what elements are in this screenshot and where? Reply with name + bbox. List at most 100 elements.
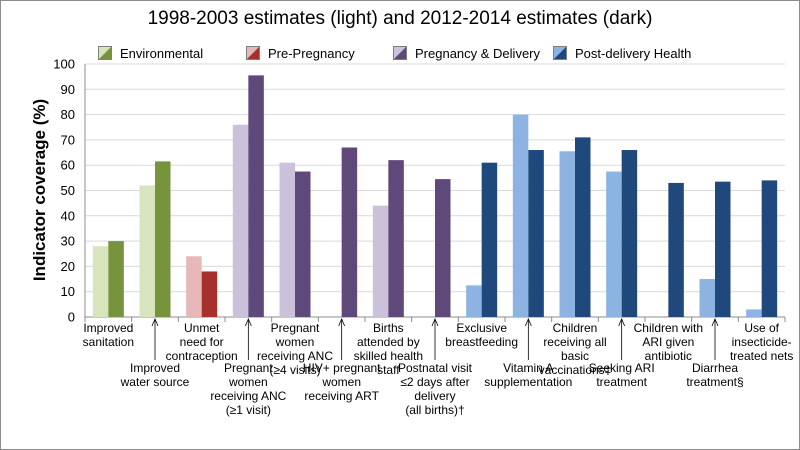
bar-dark-8: [435, 179, 451, 317]
x-category-label-line: treated nets: [730, 349, 793, 363]
x-category-label: Pregnant women receiving ANC (≥1 visit): [210, 361, 286, 417]
bar-light-14: [699, 279, 715, 317]
x-category-label: Children receiving all basic vaccinations‡: [539, 321, 612, 377]
x-category-label-line: Vitamin A: [503, 361, 553, 375]
x-category-label-line: Unmet: [184, 321, 220, 335]
bar-light-9: [466, 285, 482, 317]
x-category-label-line: staff: [377, 363, 400, 377]
bar-dark-5: [295, 171, 311, 317]
x-category-label-line: receiving all: [543, 335, 606, 349]
legend-item-pre-pregnancy: Pre-Pregnancy: [246, 44, 355, 62]
y-tick-label: 40: [61, 208, 75, 223]
bar-dark-15: [761, 180, 778, 317]
x-category-label-line: contraception: [166, 349, 238, 363]
x-category-label-line: supplementation: [484, 375, 572, 389]
y-tick-label: 0: [68, 310, 75, 325]
label-leader-arrow: [524, 317, 532, 327]
x-category-label-line: Seeking ARI: [589, 361, 655, 375]
bar-light-5: [279, 162, 295, 317]
x-category-label: Use of insecticide-treated nets: [730, 321, 793, 363]
x-category-label-line: antibiotic: [645, 349, 692, 363]
bar-light-12: [606, 171, 622, 317]
y-tick-label: 100: [53, 57, 75, 72]
x-category-label-line: Pregnant: [271, 321, 320, 335]
legend-item-post-delivery-health: Post-delivery Health: [553, 44, 691, 62]
x-category-label-line: treatment§: [686, 375, 743, 389]
bar-light-10: [512, 114, 529, 317]
bar-dark-2: [155, 161, 171, 317]
x-category-label-line: Use of: [744, 321, 779, 335]
x-category-label-line: treatment: [596, 375, 647, 389]
legend-label: Environmental: [120, 45, 204, 61]
x-category-label-line: ARI given: [642, 335, 694, 349]
y-tick-label: 70: [61, 132, 75, 147]
x-category-label-line: Children with: [634, 321, 703, 335]
x-category-label-line: receiving ART: [304, 389, 379, 403]
legend-label: Pre-Pregnancy: [268, 45, 355, 61]
bar-dark-10: [528, 150, 544, 317]
x-category-label-line: women: [275, 335, 315, 349]
legend-item-pregnancy-delivery: Pregnancy & Delivery: [393, 44, 540, 62]
bar-dark-1: [108, 241, 124, 317]
x-category-label-line: breastfeeding: [445, 335, 518, 349]
label-leader-arrow: [711, 317, 719, 327]
bar-dark-6: [341, 147, 358, 317]
x-category-label: Postnatal visit ≤2 days after delivery (all…: [398, 361, 473, 417]
x-category-label-line: skilled health: [354, 349, 423, 363]
x-category-label: Births attended by skilled health staff: [354, 321, 423, 377]
legend-swatch-environmental: [98, 46, 112, 60]
x-category-label-line: Children: [553, 321, 598, 335]
x-category-label-line: sanitation: [83, 335, 134, 349]
label-leader-arrow: [244, 317, 252, 327]
legend: Environmental Pre-Pregnancy Pregnancy & …: [98, 44, 788, 62]
y-tick-label: 10: [61, 284, 75, 299]
x-category-label: Seeking ARI treatment: [589, 361, 655, 389]
x-category-label-line: water source: [120, 375, 190, 389]
y-tick-label: 90: [61, 82, 75, 97]
bar-light-1: [92, 246, 109, 317]
x-category-label-line: Pregnant: [224, 361, 273, 375]
bar-light-15: [746, 309, 762, 317]
x-category-label: Unmet need for contraception: [166, 321, 238, 363]
label-leader-arrow: [618, 317, 626, 327]
bar-dark-4: [248, 75, 264, 317]
legend-swatch-pregnancy-delivery: [393, 46, 407, 60]
x-category-label-line: basic: [561, 349, 589, 363]
bar-light-7: [372, 205, 389, 317]
y-tick-label: 50: [61, 183, 75, 198]
x-category-label: Children with ARI given antibiotic: [634, 321, 703, 363]
x-category-label-line: women: [321, 375, 361, 389]
x-category-label-line: (all births)†: [405, 403, 464, 417]
bar-light-4: [232, 124, 249, 317]
x-category-label-line: receiving ANC: [210, 389, 286, 403]
x-category-label-line: receiving ANC: [257, 349, 333, 363]
legend-swatch-pre-pregnancy: [246, 46, 260, 60]
bar-dark-14: [715, 181, 731, 317]
bar-dark-11: [575, 137, 591, 317]
x-category-label-line: delivery: [414, 389, 455, 403]
x-category-label-line: Postnatal visit: [398, 361, 473, 375]
x-category-label: Improved sanitation: [83, 321, 134, 349]
x-category-label-line: (≥1 visit): [226, 403, 271, 417]
x-category-label: Exclusive breastfeeding: [445, 321, 518, 349]
legend-label: Pregnancy & Delivery: [415, 45, 540, 61]
x-category-label: Pregnant women receiving ANC (≥4 visits): [257, 321, 333, 377]
x-category-label-line: ≤2 days after: [400, 375, 469, 389]
x-category-label-line: Exclusive: [456, 321, 507, 335]
y-tick-label: 20: [61, 259, 75, 274]
x-category-label: Improved water source: [120, 361, 190, 389]
legend-label: Post-delivery Health: [575, 45, 692, 61]
x-category-label-line: Diarrhea: [692, 361, 738, 375]
x-category-label: HIV+ pregnant women receiving ART: [303, 361, 381, 403]
x-category-label-line: need for: [180, 335, 224, 349]
legend-item-environmental: Environmental: [98, 44, 203, 62]
y-tick-label: 80: [61, 107, 75, 122]
bar-dark-9: [481, 162, 498, 317]
x-category-label-line: Improved: [130, 361, 180, 375]
bar-light-3: [186, 256, 202, 317]
legend-swatch-post-delivery-health: [553, 46, 567, 60]
x-category-label-line: Improved: [83, 321, 133, 335]
y-tick-label: 30: [61, 234, 75, 249]
x-category-label-line: insecticide-: [732, 335, 792, 349]
